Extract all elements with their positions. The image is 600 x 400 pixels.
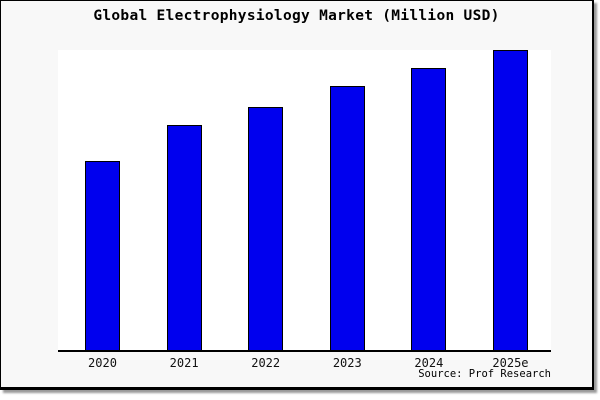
x-tick-label-2022: 2022 — [251, 356, 281, 370]
bar-2020 — [85, 161, 120, 350]
bar-2023 — [329, 86, 365, 350]
bar-2022 — [248, 107, 284, 350]
x-tick-label-2023: 2023 — [332, 356, 362, 370]
bar-2024 — [411, 68, 447, 350]
x-axis-labels: 2020 2021 2022 2023 2024 2025e — [58, 356, 551, 370]
x-tick-label-2020: 2020 — [88, 356, 117, 370]
x-tick-label-2025e: 2025e — [492, 356, 529, 370]
bar-2021 — [166, 125, 202, 350]
x-tick-label-2021: 2021 — [169, 356, 199, 370]
chart-frame: Global Electrophysiology Market (Million… — [0, 0, 594, 390]
source-credit: Source: Prof Research — [418, 368, 551, 380]
bar-2025e — [492, 50, 528, 350]
chart-title: Global Electrophysiology Market (Million… — [93, 8, 500, 24]
x-tick-label-2024: 2024 — [414, 356, 444, 370]
plot-area — [58, 50, 551, 352]
